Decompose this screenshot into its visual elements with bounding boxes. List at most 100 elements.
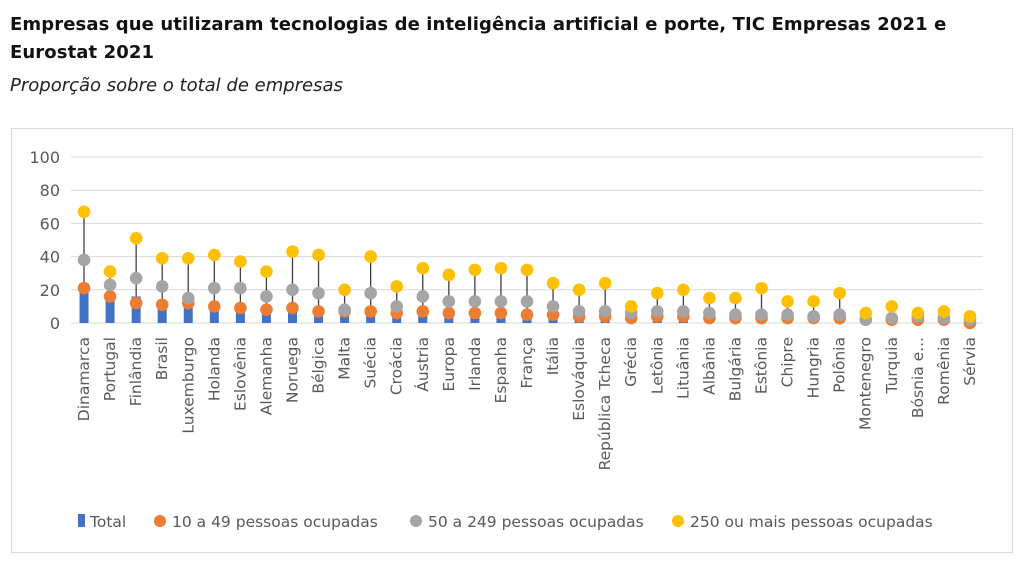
dot-250-plus xyxy=(520,263,534,277)
dot-50-249 xyxy=(364,286,377,300)
dot-250-plus xyxy=(181,251,195,265)
x-tick-label: Eslováquia xyxy=(570,337,588,421)
dot-50-249 xyxy=(181,291,195,305)
dot-50-249 xyxy=(260,290,273,303)
dot-50-249 xyxy=(546,300,560,313)
bar-total xyxy=(157,301,167,323)
dot-50-249 xyxy=(520,295,534,308)
legend-total-label: Total xyxy=(89,513,126,531)
dot-50-249 xyxy=(442,295,456,308)
dot-50-249 xyxy=(494,295,508,308)
legend-50-249-label: 50 a 249 pessoas ocupadas xyxy=(428,513,644,531)
y-tick-label: 20 xyxy=(40,281,60,300)
bar-total xyxy=(183,301,193,323)
x-tick-label: Hungria xyxy=(805,337,823,398)
x-tick-label: Holanda xyxy=(205,337,223,401)
y-tick-label: 100 xyxy=(29,148,60,167)
dot-250-plus xyxy=(781,295,794,308)
x-tick-label: Eslovênia xyxy=(231,337,249,411)
chart-title: Empresas que utilizaram tecnologias de i… xyxy=(10,14,947,63)
dot-50-249 xyxy=(885,311,899,325)
dot-50-249 xyxy=(390,300,404,313)
dot-50-249 xyxy=(703,306,716,320)
dot-50-249 xyxy=(755,308,768,322)
x-tick-label: Malta xyxy=(336,337,354,380)
dot-250-plus xyxy=(963,310,977,323)
dot-250-plus xyxy=(911,306,925,320)
x-tick-label: Estônia xyxy=(753,337,771,394)
dot-250-plus xyxy=(624,300,638,313)
dot-250-plus xyxy=(129,232,143,245)
dot-10-49 xyxy=(468,306,482,320)
bar-total xyxy=(209,304,219,323)
dot-50-249 xyxy=(572,305,586,318)
x-tick-label: Itália xyxy=(544,337,562,375)
x-tick-label: Noruega xyxy=(283,337,301,403)
dot-250-plus xyxy=(598,276,612,290)
dot-50-249 xyxy=(729,308,742,322)
dot-10-49 xyxy=(129,296,143,310)
dot-250-plus xyxy=(77,205,91,219)
dot-10-49 xyxy=(416,305,430,318)
dot-50-249 xyxy=(338,303,351,317)
bar-total xyxy=(131,296,141,323)
dot-250-plus xyxy=(494,261,508,275)
chart-subtitle: Proporção sobre o total de empresas xyxy=(10,75,343,96)
dot-250-plus xyxy=(155,251,169,265)
x-tick-label: Suécia xyxy=(362,337,380,389)
x-tick-label: Alemanha xyxy=(257,337,275,415)
x-tick-label: Grécia xyxy=(622,337,640,387)
x-tick-label: Bulgária xyxy=(726,337,744,401)
dot-250-plus xyxy=(807,295,820,308)
dot-250-plus xyxy=(859,306,873,320)
dot-50-249 xyxy=(312,286,325,300)
x-tick-label: Luxemburgo xyxy=(179,337,197,434)
x-tick-label: Chipre xyxy=(779,337,797,387)
dot-10-49 xyxy=(155,298,169,312)
dot-10-49 xyxy=(442,306,456,320)
dot-50-249 xyxy=(833,308,846,322)
dot-250-plus xyxy=(729,291,742,305)
dot-250-plus xyxy=(364,250,377,263)
dot-10-49 xyxy=(364,305,377,318)
dot-250-plus xyxy=(312,248,325,262)
x-tick-label: Polônia xyxy=(831,337,849,393)
x-tick-label: Albânia xyxy=(700,337,718,395)
dot-50-249 xyxy=(781,308,794,322)
dot-250-plus xyxy=(755,281,768,295)
dot-250-plus xyxy=(286,245,299,258)
y-tick-label: 60 xyxy=(40,214,60,233)
x-tick-label: Bélgica xyxy=(310,337,328,394)
dot-50-249 xyxy=(807,310,820,323)
dot-10-49 xyxy=(234,301,247,315)
legend-250-plus-label: 250 ou mais pessoas ocupadas xyxy=(690,513,933,531)
legend-10-49-marker xyxy=(154,515,166,527)
dot-10-49 xyxy=(260,303,273,317)
x-tick-label: Bósnia e... xyxy=(909,337,927,418)
dot-50-249 xyxy=(129,271,143,285)
dot-50-249 xyxy=(416,290,430,303)
dot-10-49 xyxy=(286,301,299,315)
dot-250-plus xyxy=(546,276,560,290)
dot-250-plus xyxy=(572,283,586,297)
x-tick-label: Europa xyxy=(440,337,458,391)
dots xyxy=(77,205,977,330)
x-tick-label: Croácia xyxy=(388,337,406,395)
dot-10-49 xyxy=(520,308,534,322)
dot-250-plus xyxy=(103,265,117,278)
dot-250-plus xyxy=(338,283,351,297)
dot-50-249 xyxy=(103,278,117,292)
x-tick-label: Lituânia xyxy=(674,337,692,399)
dot-50-249 xyxy=(468,295,482,308)
dot-10-49 xyxy=(77,281,91,295)
dot-250-plus xyxy=(468,263,482,277)
y-tick-label: 40 xyxy=(40,248,60,267)
y-axis: 0 20 40 60 80 100 xyxy=(29,148,60,333)
dot-50-249 xyxy=(155,280,169,293)
legend-50-249-marker xyxy=(410,515,422,527)
dot-250-plus xyxy=(416,261,430,275)
x-axis-labels: Dinamarca Portugal Finlândia Brasil Luxembur… xyxy=(75,337,979,470)
x-tick-label: Letônia xyxy=(648,337,666,394)
x-tick-label: Espanha xyxy=(492,337,510,403)
